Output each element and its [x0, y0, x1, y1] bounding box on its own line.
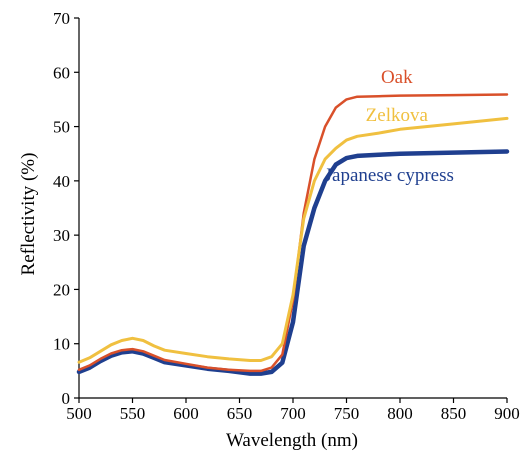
y-tick-label: 20: [53, 280, 70, 299]
series-line-japanese-cypress: [76, 149, 510, 376]
x-tick-label: 750: [334, 404, 360, 423]
series-label-zelkova: Zelkova: [366, 105, 429, 126]
labels-layer: Japanese cypress Oak Zelkova: [325, 67, 454, 186]
y-tick-label: 30: [53, 226, 70, 245]
y-axis-title: Reflectivity (%): [18, 153, 39, 276]
x-tick-label: 900: [494, 404, 520, 423]
series-label-oak: Oak: [381, 67, 413, 88]
y-tick-label: 70: [53, 9, 70, 28]
series-line-zelkova: [77, 116, 509, 364]
x-axis-title: Wavelength (nm): [226, 430, 358, 451]
axes: 0 10 20 30 40 50 60 70 500 550 600 650 700 750 800 850 9…: [53, 9, 520, 423]
series-layer: [76, 93, 510, 376]
x-tick-label: 850: [441, 404, 467, 423]
x-tick-label: 800: [387, 404, 413, 423]
y-tick-label: 40: [53, 172, 70, 191]
x-tick-label: 700: [280, 404, 306, 423]
y-tick-label: 10: [53, 335, 70, 354]
series-line-oak: [77, 93, 509, 373]
x-tick-label: 500: [66, 404, 92, 423]
series-label-japanese-cypress: Japanese cypress: [325, 165, 454, 186]
x-tick-label: 600: [173, 404, 199, 423]
y-tick-label: 0: [62, 389, 71, 408]
x-tick-label: 550: [120, 404, 146, 423]
y-tick-label: 50: [53, 118, 70, 137]
x-tick-label: 650: [227, 404, 253, 423]
y-tick-label: 60: [53, 63, 70, 82]
